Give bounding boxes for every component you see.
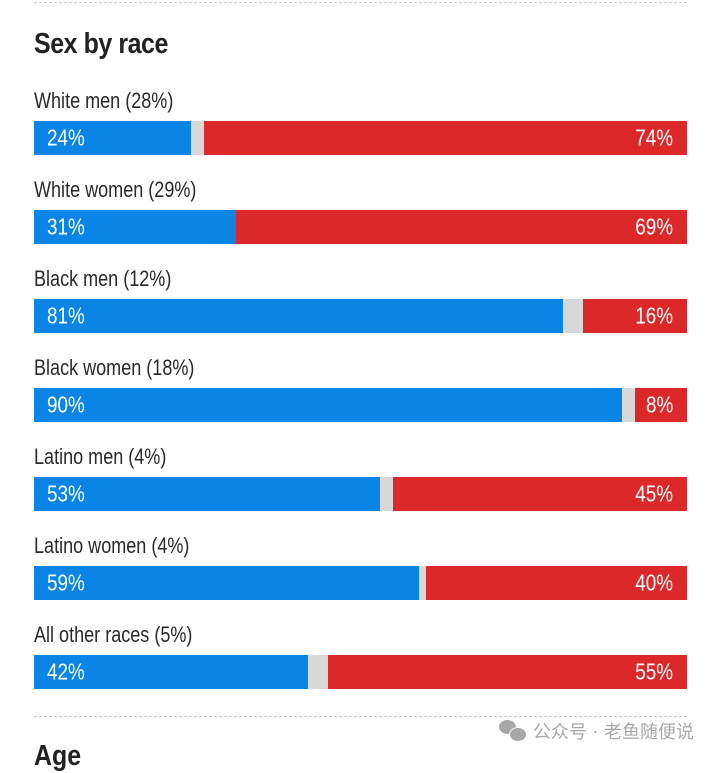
data-label-blue: 53% — [47, 480, 85, 507]
data-label-red: 55% — [635, 658, 673, 685]
watermark: 公众号 · 老鱼随便说 — [498, 718, 694, 744]
wechat-icon — [498, 720, 527, 742]
bar-segment-red: 69% — [236, 210, 687, 244]
bar-row: Black men (12%) 81% 16% — [34, 266, 687, 346]
bar-segment-red: 45% — [393, 477, 687, 511]
bar-segment-blue: 42% — [34, 655, 309, 689]
category-label: Latino women (4%) — [34, 533, 190, 558]
bar-segment-blue: 81% — [34, 299, 563, 333]
data-label-blue: 90% — [47, 391, 85, 418]
bar-row: Latino men (4%) 53% 45% — [34, 444, 687, 524]
bar-track: 90% 8% — [34, 388, 687, 422]
section-divider-top — [34, 2, 687, 3]
bar-track: 59% 40% — [34, 566, 687, 600]
bar-track: 53% 45% — [34, 477, 687, 511]
bar-segment-blue: 24% — [34, 121, 191, 155]
data-label-red: 16% — [635, 302, 673, 329]
data-label-red: 74% — [635, 124, 673, 151]
category-label: Latino men (4%) — [34, 444, 167, 469]
bar-segment-red: 55% — [327, 655, 687, 689]
category-label: Black women (18%) — [34, 355, 195, 380]
bar-row: White women (29%) 31% 69% — [34, 177, 687, 257]
bar-segment-blue: 53% — [34, 477, 381, 511]
bar-segment-red: 16% — [582, 299, 687, 333]
data-label-blue: 31% — [47, 213, 85, 240]
bar-segment-blue: 31% — [34, 210, 237, 244]
bar-row: Black women (18%) 90% 8% — [34, 355, 687, 435]
data-label-blue: 24% — [47, 124, 85, 151]
bar-segment-blue: 59% — [34, 566, 420, 600]
data-label-blue: 81% — [47, 302, 85, 329]
data-label-red: 40% — [635, 569, 673, 596]
bar-track: 42% 55% — [34, 655, 687, 689]
bar-segment-red: 8% — [634, 388, 687, 422]
category-label: White women (29%) — [34, 177, 197, 202]
bar-row: All other races (5%) 42% 55% — [34, 622, 687, 702]
bar-track: 81% 16% — [34, 299, 687, 333]
category-label: Black men (12%) — [34, 266, 172, 291]
bar-row: White men (28%) 24% 74% — [34, 88, 687, 168]
section-divider-bottom — [34, 716, 687, 717]
bar-segment-red: 74% — [203, 121, 687, 155]
data-label-red: 8% — [645, 391, 673, 418]
bar-track: 24% 74% — [34, 121, 687, 155]
bar-track: 31% 69% — [34, 210, 687, 244]
watermark-text: 公众号 · 老鱼随便说 — [532, 722, 694, 743]
chart-title: Sex by race — [34, 28, 168, 60]
data-label-blue: 59% — [47, 569, 85, 596]
bar-segment-red: 40% — [425, 566, 687, 600]
data-label-red: 69% — [635, 213, 673, 240]
bar-segment-blue: 90% — [34, 388, 622, 422]
category-label: All other races (5%) — [34, 622, 193, 647]
category-label: White men (28%) — [34, 88, 174, 113]
bar-row: Latino women (4%) 59% 40% — [34, 533, 687, 613]
data-label-blue: 42% — [47, 658, 85, 685]
data-label-red: 45% — [635, 480, 673, 507]
next-section-title: Age — [34, 740, 82, 772]
